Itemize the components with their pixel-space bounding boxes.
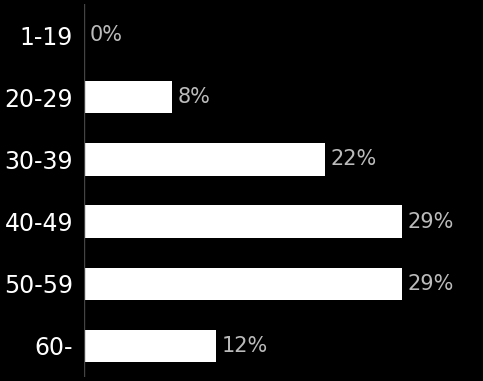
Text: 29%: 29%	[408, 274, 454, 294]
Text: 8%: 8%	[177, 87, 210, 107]
Text: 0%: 0%	[90, 25, 123, 45]
Bar	[84, 143, 326, 176]
Text: 29%: 29%	[408, 211, 454, 232]
Text: 22%: 22%	[331, 149, 377, 170]
Bar	[84, 205, 402, 238]
Bar	[84, 267, 402, 300]
Text: 12%: 12%	[221, 336, 268, 356]
Bar	[84, 330, 216, 362]
Bar	[84, 81, 172, 114]
